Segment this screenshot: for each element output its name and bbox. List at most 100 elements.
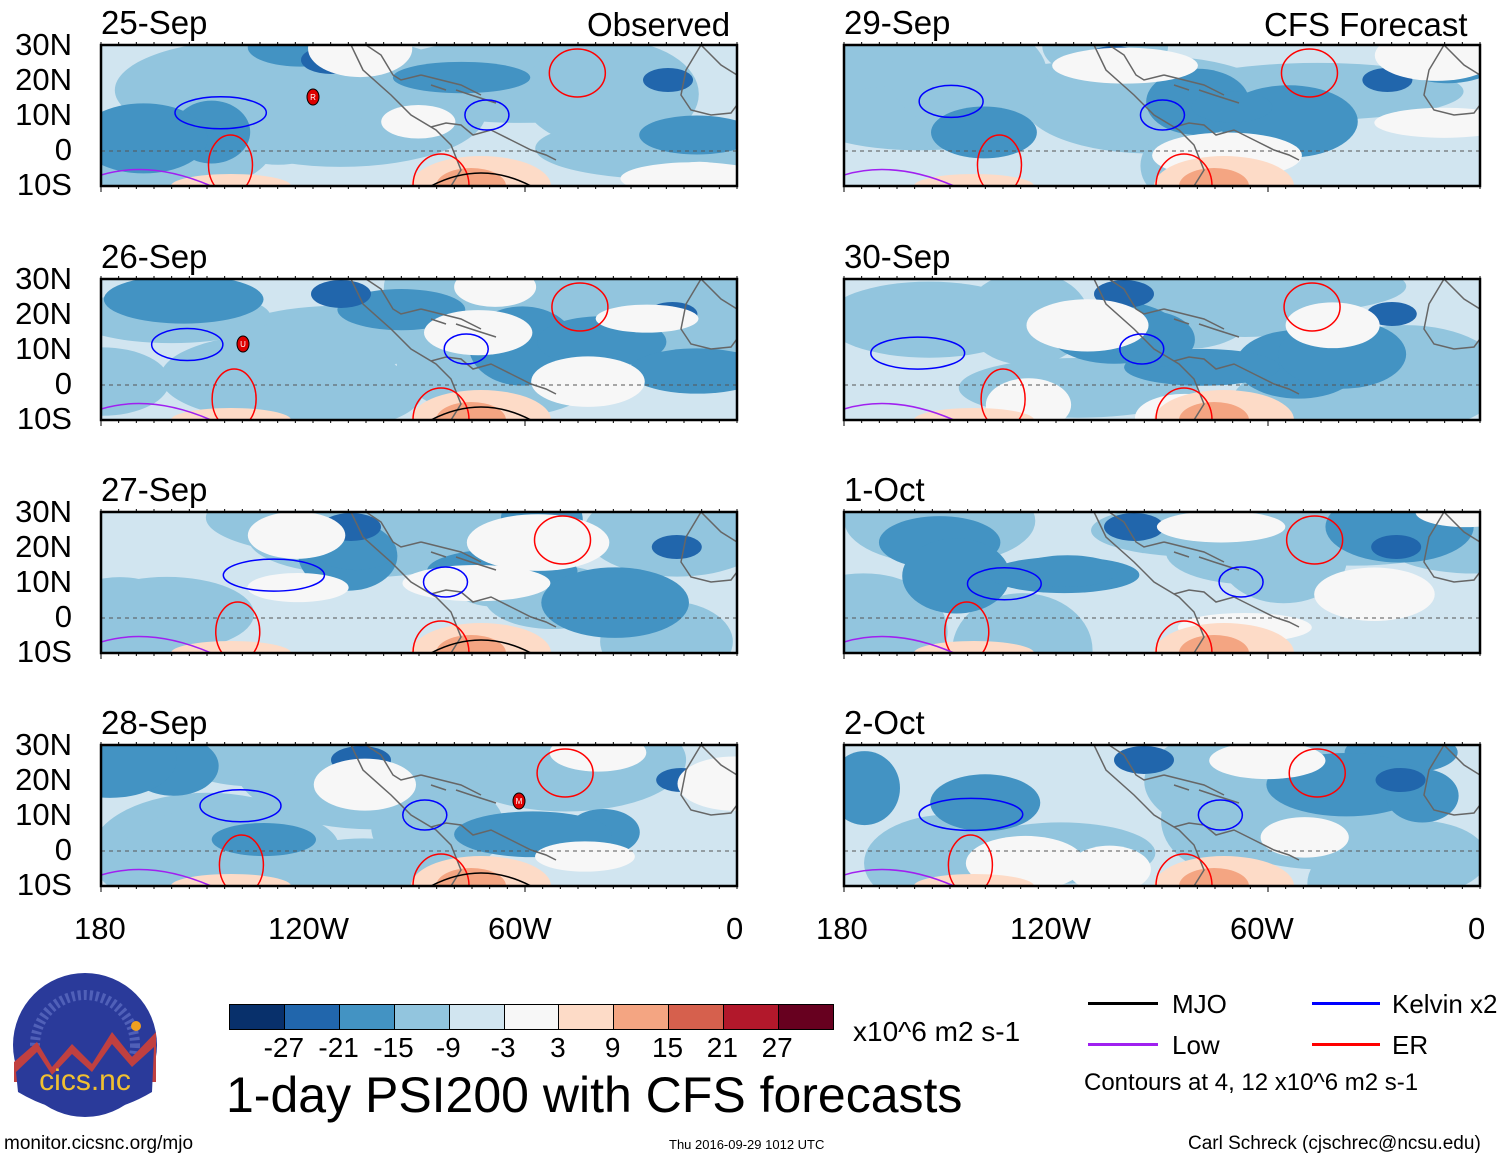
psi-negative-region (211, 823, 317, 857)
lat-label: 30N (15, 727, 72, 762)
psi-positive-region (914, 874, 1034, 886)
colorbar-swatch (230, 1005, 285, 1029)
psi-neutral-region (1026, 299, 1149, 352)
lat-label: 20N (15, 529, 72, 564)
lat-label: 10S (16, 167, 72, 202)
psi-neutral-region (247, 572, 349, 603)
psi-neutral-region (965, 835, 1085, 886)
tropical-storm-icon: R (306, 88, 320, 106)
kelvin-contour (422, 566, 469, 598)
cicsnc-logo: cics.nc (13, 973, 157, 1117)
er-contour (976, 134, 1023, 186)
kelvin-line-swatch (1312, 1002, 1380, 1005)
figure-title: 1-day PSI200 with CFS forecasts (226, 1067, 963, 1123)
er-contour (551, 282, 609, 332)
psi-neutral-region (620, 162, 737, 186)
lat-label: 10S (16, 634, 72, 669)
panel-date: 25-Sep (101, 4, 208, 41)
psi-neutral-region (531, 356, 645, 407)
mjo-contour (430, 639, 532, 653)
er-contour (1283, 282, 1341, 332)
lon-label: 120W (1010, 911, 1091, 946)
kelvin-contour (150, 327, 224, 362)
cfs-forecast-label: CFS Forecast (1264, 6, 1468, 43)
kelvin-contour (1197, 799, 1244, 831)
psi-negative-region (639, 115, 737, 155)
psi-negative-region (1191, 91, 1273, 123)
psi-neutral-region (313, 758, 417, 811)
psi-negative-region (101, 347, 170, 416)
colorbar-labels: -27 -21 -15 -9 -3 3 9 15 21 27 (229, 1032, 832, 1063)
psi-neutral-region (549, 745, 647, 772)
er-contour (536, 748, 594, 798)
panel-date: 26-Sep (101, 238, 208, 275)
er-contour (412, 387, 470, 420)
map-panel-29-Sep (842, 42, 1482, 192)
colorbar-tick-label: 3 (550, 1032, 566, 1063)
colorbar-swatch (284, 1005, 340, 1029)
observed-label: Observed (587, 6, 731, 43)
psi-negative-core (651, 535, 702, 559)
lat-label: 30N (15, 261, 72, 296)
psi-neutral-region (535, 841, 635, 872)
tropical-storm-icon: U (236, 335, 250, 353)
kelvin-contour (174, 96, 268, 130)
psi-negative-core (1104, 513, 1164, 541)
colorbar (229, 1004, 834, 1030)
psi-negative-region (952, 593, 1093, 653)
panel-date: 28-Sep (101, 704, 208, 741)
lon-label: 60W (488, 911, 552, 946)
colorbar-tick-label: 21 (706, 1032, 738, 1063)
er-contour (1155, 387, 1213, 420)
er-contour (412, 620, 470, 653)
psi-positive-region (914, 174, 1034, 186)
kelvin-contour (443, 333, 489, 365)
psi-negative-core (311, 280, 371, 308)
low-contour (844, 168, 955, 186)
colorbar-swatch (449, 1005, 505, 1029)
colorbar-tick-label: -15 (373, 1032, 414, 1063)
lon-label: 0 (1468, 911, 1486, 946)
psi-neutral-region (595, 304, 699, 333)
psi-negative-region (1017, 555, 1118, 587)
colorbar-tick-label: 9 (604, 1032, 621, 1063)
psi-negative-region (103, 279, 264, 324)
colorbar-swatch (339, 1005, 395, 1029)
kelvin-contour (1119, 333, 1165, 365)
low-contour (844, 402, 955, 420)
psi-neutral-region (247, 512, 346, 559)
psi-neutral-region (1209, 745, 1326, 780)
psi-negative-region (844, 751, 900, 826)
er-contour (207, 134, 254, 186)
psi-positive-region (914, 408, 1034, 420)
psi-neutral-region (466, 514, 610, 571)
low-contour (844, 868, 955, 886)
kelvin-contour (1218, 566, 1264, 598)
lat-label: 0 (54, 832, 72, 867)
footer-author: Carl Schreck (cjschrec@ncsu.edu) (1188, 1133, 1481, 1154)
low-contour (101, 868, 212, 886)
colorbar-swatch (724, 1005, 780, 1029)
psi-negative-region (541, 567, 689, 638)
psi-positive-region (171, 174, 291, 186)
coastline (1093, 279, 1480, 420)
kelvin-contour (918, 84, 984, 119)
psi-negative-region (101, 745, 177, 798)
footer-url[interactable]: monitor.cicsnc.org/mjo (4, 1133, 194, 1154)
colorbar-swatch (504, 1005, 560, 1029)
er-line-swatch (1312, 1043, 1380, 1046)
lat-label: 10S (16, 401, 72, 436)
colorbar-tick-label: 15 (651, 1032, 684, 1063)
kelvin-contour (222, 558, 326, 592)
panel-date: 29-Sep (844, 4, 951, 41)
coastline (350, 279, 737, 420)
map-panel-30-Sep (842, 276, 1482, 426)
lat-label: 0 (54, 132, 72, 167)
panel-date: 27-Sep (101, 471, 208, 508)
kelvin-contour (402, 799, 448, 831)
low-contour (101, 168, 212, 186)
contours-note: Contours at 4, 12 x10^6 m2 s-1 (1084, 1069, 1419, 1096)
lat-label: 10N (15, 331, 72, 366)
psi-negative-region (628, 348, 737, 394)
